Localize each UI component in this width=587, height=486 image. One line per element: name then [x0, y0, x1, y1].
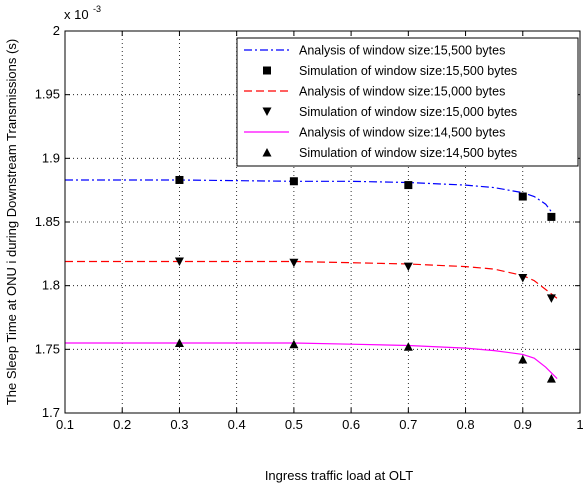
x-axis-label: Ingress traffic load at OLT — [265, 468, 413, 483]
y-tick-label: 2 — [53, 23, 60, 38]
data-point-series-6 — [518, 355, 528, 364]
y-tick-label: 1.85 — [35, 214, 60, 229]
data-point-series-4 — [174, 257, 184, 266]
x-tick-label: 0.2 — [113, 417, 131, 432]
x-tick-label: 0.6 — [342, 417, 360, 432]
y-tick-label: 1.7 — [42, 405, 60, 420]
axis-ticks: 0.1 0.2 0.3 0.4 0.5 0.6 0.7 0.8 0.9 1 1.7 1.75 1.8 1.… — [35, 23, 584, 432]
x-tick-label: 0.5 — [285, 417, 303, 432]
data-point-series-6 — [174, 338, 184, 347]
x-tick-label: 0.7 — [399, 417, 417, 432]
x-tick-label: 0.9 — [514, 417, 532, 432]
legend-entry-label: Analysis of window size:15,000 bytes — [299, 85, 505, 99]
data-point-series-2 — [547, 212, 556, 221]
data-point-series-4 — [546, 294, 556, 303]
x-tick-label: 0.3 — [170, 417, 188, 432]
legend-entry-label: Simulation of window size:15,000 bytes — [299, 105, 517, 119]
legend-marker-sample — [262, 107, 272, 116]
legend-entry-label: Simulation of window size:14,500 bytes — [299, 146, 517, 160]
legend-marker-sample — [263, 66, 271, 75]
series-line-3 — [65, 260, 558, 299]
y-tick-label: 1.8 — [42, 278, 60, 293]
legend-box — [236, 37, 579, 167]
data-point-series-2 — [289, 177, 298, 186]
x-tick-label: 1 — [576, 417, 583, 432]
data-point-series-6 — [289, 339, 299, 349]
legend: Analysis of window size:15,500 bytes Simu… — [236, 37, 579, 167]
x-tick-label: 0.8 — [457, 417, 475, 432]
data-point-series-2 — [518, 192, 527, 201]
y-tick-label: 1.9 — [42, 150, 60, 165]
y-multiplier-exponent: -3 — [93, 4, 101, 14]
y-tick-label: 1.95 — [35, 87, 60, 102]
series-line-1 — [65, 179, 552, 213]
x-tick-label: 0.4 — [228, 417, 246, 432]
data-point-series-4 — [289, 258, 299, 268]
legend-entry-label: Analysis of window size:14,500 bytes — [299, 126, 505, 140]
x-tick-label: 0.1 — [56, 417, 74, 432]
data-point-series-4 — [403, 262, 413, 272]
legend-entry-label: Simulation of window size:15,500 bytes — [299, 64, 517, 78]
y-axis-label: The Sleep Time at ONU i during Downstrea… — [4, 39, 19, 405]
data-point-series-2 — [175, 175, 184, 184]
data-point-series-6 — [403, 342, 413, 351]
y-tick-label: 1.75 — [35, 341, 60, 356]
legend-marker-sample — [262, 148, 272, 157]
legend-entry-label: Analysis of window size:15,500 bytes — [299, 44, 505, 58]
y-multiplier-label: x 10 — [64, 7, 89, 22]
data-point-series-4 — [518, 274, 528, 283]
series-layer — [65, 175, 558, 383]
series-line-5 — [65, 342, 558, 380]
data-point-series-6 — [546, 374, 556, 383]
data-point-series-2 — [404, 181, 413, 190]
